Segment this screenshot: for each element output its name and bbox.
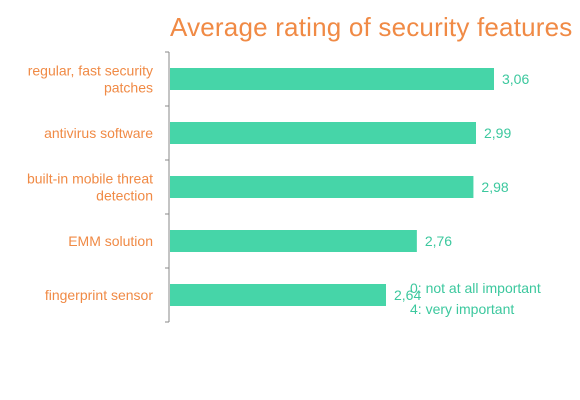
bar [170,176,474,198]
bar [170,284,386,306]
value-label: 2,76 [425,233,452,249]
category-label: fingerprint sensor [45,287,154,303]
bar [170,230,417,252]
scale-note-max: 4: very important [410,301,515,317]
category-label: built-in mobile threat detection [27,171,153,204]
value-label: 3,06 [502,71,529,87]
bar [170,122,476,144]
category-label: EMM solution [68,233,153,249]
scale-note-min: 0: not at all important [410,280,541,296]
chart-title: Average rating of security features [170,12,573,42]
category-label: regular, fast security patches [28,63,153,96]
value-label: 2,99 [484,125,511,141]
category-label: antivirus software [44,125,153,141]
value-label: 2,98 [481,179,508,195]
bar [170,68,494,90]
value-label: 2,64 [394,287,421,303]
